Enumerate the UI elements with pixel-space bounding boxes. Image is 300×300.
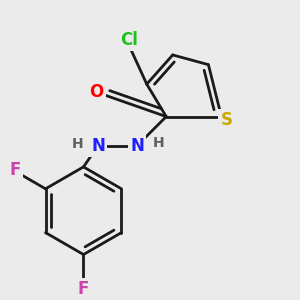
Text: Cl: Cl xyxy=(120,31,138,49)
Text: F: F xyxy=(10,161,21,179)
Text: O: O xyxy=(89,83,103,101)
Text: H: H xyxy=(152,136,164,150)
Text: N: N xyxy=(91,137,105,155)
Text: F: F xyxy=(78,280,89,298)
Text: H: H xyxy=(72,137,84,151)
Text: N: N xyxy=(130,137,144,155)
Text: S: S xyxy=(220,111,232,129)
